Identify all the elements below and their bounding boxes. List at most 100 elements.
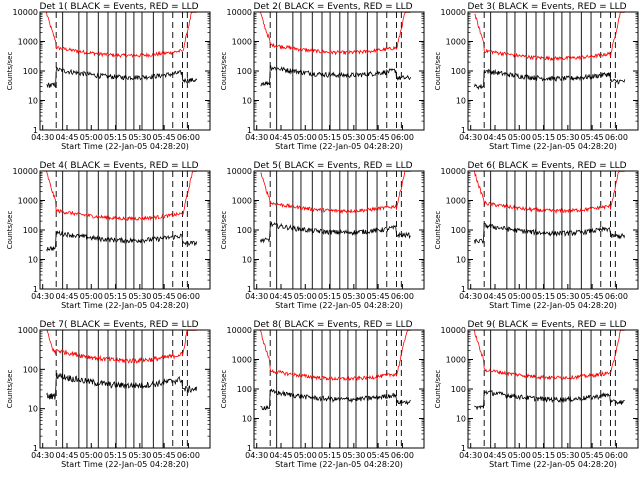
plot-frame <box>253 11 425 131</box>
x-tick-label: 05:00 <box>80 451 103 460</box>
y-tick-label: 10000 <box>227 326 252 335</box>
x-tick-label: 04:30 <box>459 292 482 301</box>
lld-series-line <box>474 170 625 215</box>
events-series-line <box>474 222 626 244</box>
detector-panel-3: Det 3( BLACK = Events, RED = LLD 1 10 100 10… <box>434 2 639 151</box>
plot-frame <box>39 170 211 290</box>
x-axis-label: Start Time (22-Jan-05 04:28:20) <box>61 142 189 151</box>
y-axis-label: Counts/sec <box>6 52 14 91</box>
panel-title: Det 2( BLACK = Events, RED = LLD <box>253 2 412 12</box>
x-tick-label: 05:15 <box>104 292 127 301</box>
x-tick-label: 04:45 <box>483 292 506 301</box>
x-tick-label: 04:45 <box>55 451 78 460</box>
x-tick-label: 04:45 <box>55 133 78 142</box>
plot-frame <box>467 329 639 449</box>
y-tick-label: 1000 <box>232 356 252 365</box>
x-axis-label: Start Time (22-Jan-05 04:28:20) <box>489 142 617 151</box>
panel-title: Det 5( BLACK = Events, RED = LLD <box>253 161 412 171</box>
y-tick-label: 10 <box>28 97 38 106</box>
x-tick-label: 05:00 <box>508 451 531 460</box>
x-tick-label: 04:30 <box>31 292 54 301</box>
x-tick-label: 05:30 <box>556 133 579 142</box>
x-tick-label: 04:45 <box>269 292 292 301</box>
y-tick-label: 10 <box>456 256 466 265</box>
y-axis-label: Counts/sec <box>434 52 442 91</box>
detector-panel-4: Det 4( BLACK = Events, RED = LLD 1 10 100 10… <box>6 161 211 310</box>
plot-frame <box>253 329 425 449</box>
y-tick-label: 10000 <box>441 326 466 335</box>
y-tick-label: 100 <box>23 226 38 235</box>
y-tick-label: 1 <box>33 285 38 294</box>
detector-panel-8: Det 8( BLACK = Events, RED = LLD 1 10 100 10… <box>220 320 425 469</box>
x-tick-label: 05:30 <box>128 451 151 460</box>
y-tick-label: 1000 <box>18 38 38 47</box>
y-tick-label: 1 <box>461 285 466 294</box>
events-series-line <box>46 372 198 400</box>
detector-panel-5: Det 5( BLACK = Events, RED = LLD 1 10 100 10… <box>220 161 425 310</box>
y-tick-label: 10 <box>242 256 252 265</box>
lld-series-line <box>260 329 411 382</box>
events-series-line <box>46 66 198 89</box>
x-tick-label: 05:30 <box>128 292 151 301</box>
x-tick-label: 04:30 <box>459 133 482 142</box>
x-tick-label: 05:45 <box>581 451 604 460</box>
y-tick-label: 100 <box>451 226 466 235</box>
x-tick-label: 05:45 <box>367 133 390 142</box>
x-tick-label: 04:45 <box>55 292 78 301</box>
lld-series-line <box>474 329 625 381</box>
y-tick-label: 1000 <box>446 197 466 206</box>
x-tick-label: 06:00 <box>177 133 200 142</box>
x-tick-label: 05:30 <box>342 133 365 142</box>
y-tick-label: 10 <box>242 97 252 106</box>
x-tick-label: 05:00 <box>508 292 531 301</box>
y-axis-label: Counts/sec <box>220 52 228 91</box>
lld-series-line <box>474 11 625 62</box>
x-tick-label: 06:00 <box>605 451 628 460</box>
y-axis-label: Counts/sec <box>6 211 14 250</box>
y-tick-label: 10 <box>28 405 38 414</box>
y-tick-label: 1 <box>461 126 466 135</box>
y-tick-label: 10 <box>242 415 252 424</box>
x-tick-label: 05:00 <box>80 133 103 142</box>
x-tick-label: 05:15 <box>104 451 127 460</box>
x-axis-label: Start Time (22-Jan-05 04:28:20) <box>61 301 189 310</box>
y-tick-label: 1000 <box>232 38 252 47</box>
panel-title: Det 1( BLACK = Events, RED = LLD <box>39 2 198 12</box>
x-tick-label: 05:15 <box>104 133 127 142</box>
lld-series-line <box>46 329 197 364</box>
y-tick-label: 1 <box>247 444 252 453</box>
y-tick-label: 1000 <box>18 326 38 335</box>
y-tick-label: 10000 <box>441 167 466 176</box>
panel-title: Det 7( BLACK = Events, RED = LLD <box>39 320 198 330</box>
x-tick-label: 05:15 <box>532 133 555 142</box>
x-tick-label: 04:45 <box>269 451 292 460</box>
detector-panel-9: Det 9( BLACK = Events, RED = LLD 1 10 100 10… <box>434 320 639 469</box>
y-tick-label: 1000 <box>18 197 38 206</box>
x-axis-label: Start Time (22-Jan-05 04:28:20) <box>275 460 403 469</box>
x-tick-label: 06:00 <box>391 133 414 142</box>
y-axis-label: Counts/sec <box>434 211 442 250</box>
y-tick-label: 1 <box>247 126 252 135</box>
x-tick-label: 06:00 <box>177 451 200 460</box>
x-tick-label: 04:30 <box>31 451 54 460</box>
y-tick-label: 1000 <box>446 38 466 47</box>
x-tick-label: 05:30 <box>556 292 579 301</box>
panel-title: Det 6( BLACK = Events, RED = LLD <box>467 161 626 171</box>
y-tick-label: 10 <box>456 415 466 424</box>
events-series-line <box>474 389 625 410</box>
x-axis-label: Start Time (22-Jan-05 04:28:20) <box>275 142 403 151</box>
x-tick-label: 05:45 <box>153 133 176 142</box>
y-tick-label: 1 <box>461 444 466 453</box>
events-series-line <box>260 388 411 411</box>
x-tick-label: 06:00 <box>605 292 628 301</box>
y-tick-label: 100 <box>23 365 38 374</box>
x-tick-label: 05:00 <box>294 133 317 142</box>
x-tick-label: 05:00 <box>508 133 531 142</box>
x-axis-label: Start Time (22-Jan-05 04:28:20) <box>61 460 189 469</box>
detector-panel-1: Det 1( BLACK = Events, RED = LLD 1 10 100 10… <box>6 2 211 151</box>
x-tick-label: 05:45 <box>581 133 604 142</box>
x-tick-label: 04:30 <box>459 451 482 460</box>
y-tick-label: 10000 <box>227 8 252 17</box>
x-tick-label: 06:00 <box>605 133 628 142</box>
y-axis-label: Counts/sec <box>434 370 442 409</box>
